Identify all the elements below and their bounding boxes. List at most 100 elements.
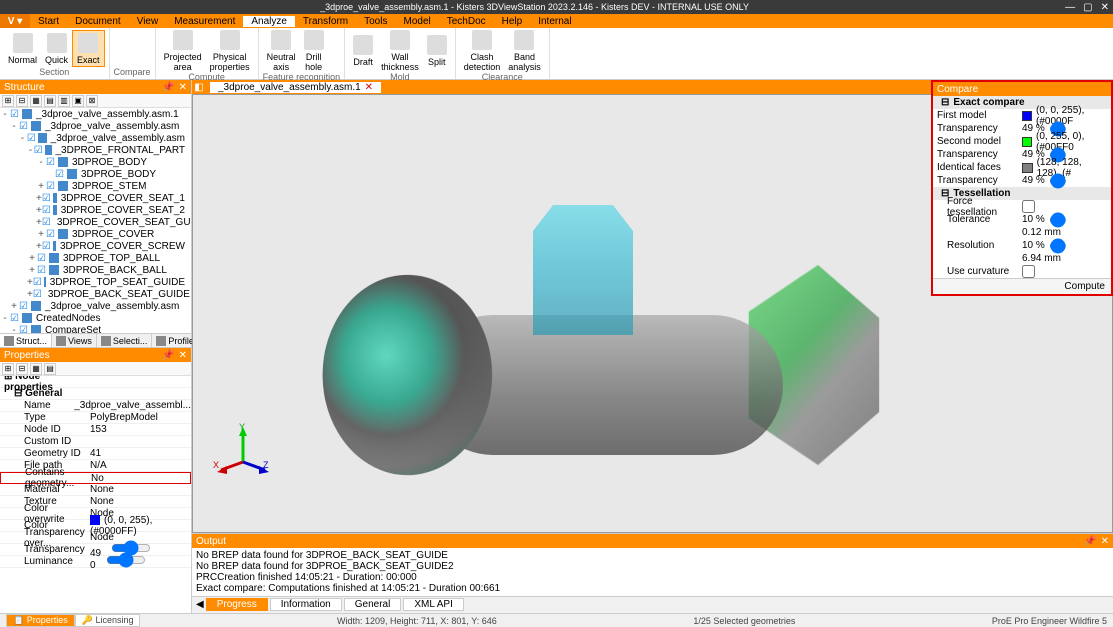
tree-node[interactable]: +3DPROE_COVER_SCREW: [0, 240, 191, 252]
output-tab-general[interactable]: General: [344, 598, 402, 611]
ribbon-draft[interactable]: Draft: [349, 30, 377, 72]
compute-button[interactable]: Compute: [933, 278, 1111, 294]
menu-analyze[interactable]: Analyze: [243, 16, 295, 27]
menu-model[interactable]: Model: [395, 16, 438, 27]
tess-resolution[interactable]: Resolution10 %: [933, 239, 1111, 252]
tool-icon-4[interactable]: ▤: [44, 95, 56, 107]
ribbon-neutral-axis[interactable]: Neutralaxis: [263, 30, 300, 72]
ribbon-drill-hole[interactable]: Drillhole: [300, 30, 328, 72]
axis-gizmo[interactable]: X Y Z: [213, 422, 263, 472]
close-button[interactable]: ✕: [1101, 2, 1109, 13]
structure-tab-struct[interactable]: Struct...: [0, 334, 52, 347]
compare-transparency[interactable]: Transparency49 %: [933, 174, 1111, 187]
tool-icon-5[interactable]: ▥: [58, 95, 70, 107]
ribbon-quick[interactable]: Quick: [41, 30, 72, 67]
structure-title: Structure: [4, 82, 45, 93]
structure-close-icon[interactable]: ✕: [179, 82, 187, 93]
tool-icon-7[interactable]: ⊠: [86, 95, 98, 107]
status-tab-properties[interactable]: 📋 Properties: [6, 614, 75, 627]
output-pin-icon[interactable]: 📌: [1084, 536, 1096, 547]
tree-node[interactable]: -3DPROE_BODY: [0, 156, 191, 168]
prop-geometry-id[interactable]: Geometry ID41: [0, 448, 191, 460]
output-tab-progress[interactable]: Progress: [206, 598, 268, 611]
prop-custom-id[interactable]: Custom ID: [0, 436, 191, 448]
structure-tab-views[interactable]: Views: [52, 334, 97, 347]
status-tab-licensing[interactable]: 🔑 Licensing: [75, 614, 141, 627]
tree-node[interactable]: +3DPROE_BACK_SEAT_GUIDE: [0, 288, 191, 300]
menu-view[interactable]: View: [129, 16, 167, 27]
tree-node[interactable]: -_3dproe_valve_assembly.asm.1: [0, 108, 191, 120]
viewport-tab-close-icon[interactable]: ✕: [365, 82, 373, 93]
output-close-icon[interactable]: ✕: [1101, 536, 1109, 547]
tree-node[interactable]: +_3dproe_valve_assembly.asm: [0, 300, 191, 312]
tree-node[interactable]: +3DPROE_COVER_SEAT_1: [0, 192, 191, 204]
tree-node[interactable]: +3DPROE_STEM: [0, 180, 191, 192]
prop-material[interactable]: MaterialNone: [0, 484, 191, 496]
viewport-tab[interactable]: _3dproe_valve_assembly.asm.1 ✕: [210, 82, 381, 93]
structure-tab-selecti[interactable]: Selecti...: [97, 334, 153, 347]
output-scroll-left-icon[interactable]: ◀: [196, 599, 204, 610]
app-logo[interactable]: V ▾: [0, 14, 30, 28]
tree-node[interactable]: 3DPROE_BODY: [0, 168, 191, 180]
tool-icon-6[interactable]: ▣: [72, 95, 84, 107]
tess-val[interactable]: 6.94 mm: [933, 252, 1111, 265]
menu-document[interactable]: Document: [67, 16, 129, 27]
menu-help[interactable]: Help: [494, 16, 531, 27]
minimize-button[interactable]: —: [1065, 2, 1075, 13]
ribbon-exact[interactable]: Exact: [72, 30, 105, 67]
ribbon-split[interactable]: Split: [423, 30, 451, 72]
output-tab-xml api[interactable]: XML API: [403, 598, 464, 611]
menu-transform[interactable]: Transform: [295, 16, 356, 27]
model-render: [243, 135, 883, 555]
tool-expand-icon[interactable]: ⊞: [2, 95, 14, 107]
statusbar-selection: 1/25 Selected geometries: [693, 616, 795, 626]
prop-tool-icon-3[interactable]: ▦: [30, 363, 42, 375]
tree-node[interactable]: +3DPROE_COVER: [0, 228, 191, 240]
tree-node[interactable]: +3DPROE_BACK_BALL: [0, 264, 191, 276]
menu-measurement[interactable]: Measurement: [166, 16, 243, 27]
structure-panel-header: Structure 📌 ✕: [0, 80, 191, 94]
ribbon-clash-detection[interactable]: Clashdetection: [460, 30, 505, 72]
prop-tool-icon-2[interactable]: ⊟: [16, 363, 28, 375]
ribbon-physical-properties[interactable]: Physicalproperties: [206, 30, 254, 72]
tool-icon-3[interactable]: ▦: [30, 95, 42, 107]
maximize-button[interactable]: ▢: [1083, 2, 1092, 13]
menu-start[interactable]: Start: [30, 16, 67, 27]
structure-pin-icon[interactable]: 📌: [162, 82, 174, 93]
tree-node[interactable]: -_3dproe_valve_assembly.asm: [0, 120, 191, 132]
prop-tool-icon-1[interactable]: ⊞: [2, 363, 14, 375]
tess-use-curvature[interactable]: Use curvature: [933, 265, 1111, 278]
status-bar: 📋 Properties🔑 Licensing Width: 1209, Hei…: [0, 613, 1113, 627]
output-tab-information[interactable]: Information: [270, 598, 342, 611]
tree-node[interactable]: -_3DPROE_FRONTAL_PART: [0, 144, 191, 156]
prop-luminance[interactable]: Luminance0: [0, 556, 191, 568]
output-text[interactable]: No BREP data found for 3DPROE_BACK_SEAT_…: [192, 548, 1113, 596]
properties-grid[interactable]: ⊞ Node properties⊟ GeneralName_3dproe_va…: [0, 376, 191, 613]
viewport-nav-icon[interactable]: ◧: [192, 82, 206, 93]
tool-collapse-icon[interactable]: ⊟: [16, 95, 28, 107]
ribbon-band-analysis[interactable]: Bandanalysis: [504, 30, 545, 72]
prop-contains-geometry-[interactable]: Contains geometry...No: [0, 472, 191, 484]
tree-node[interactable]: -_3dproe_valve_assembly.asm: [0, 132, 191, 144]
tree-node[interactable]: -CreatedNodes: [0, 312, 191, 324]
tree-node[interactable]: +3DPROE_TOP_SEAT_GUIDE: [0, 276, 191, 288]
tess-tolerance[interactable]: Tolerance10 %: [933, 213, 1111, 226]
statusbar-coords: Width: 1209, Height: 711, X: 801, Y: 646: [337, 616, 497, 626]
tree-node[interactable]: +3DPROE_TOP_BALL: [0, 252, 191, 264]
tree-node[interactable]: -CompareSet: [0, 324, 191, 333]
menu-techdoc[interactable]: TechDoc: [439, 16, 494, 27]
menu-tools[interactable]: Tools: [356, 16, 395, 27]
properties-pin-icon[interactable]: 📌: [162, 350, 174, 361]
prop-name[interactable]: Name_3dproe_valve_assembl...: [0, 400, 191, 412]
tree-node[interactable]: +3DPROE_COVER_SEAT_2: [0, 204, 191, 216]
ribbon-wall-thickness[interactable]: Wallthickness: [377, 30, 423, 72]
ribbon-projected-area[interactable]: Projectedarea: [160, 30, 206, 72]
ribbon-normal[interactable]: Normal: [4, 30, 41, 67]
properties-close-icon[interactable]: ✕: [179, 350, 187, 361]
structure-tree[interactable]: -_3dproe_valve_assembly.asm.1-_3dproe_va…: [0, 108, 191, 333]
prop-type[interactable]: TypePolyBrepModel: [0, 412, 191, 424]
menu-internal[interactable]: Internal: [530, 16, 579, 27]
prop-node-id[interactable]: Node ID153: [0, 424, 191, 436]
tree-node[interactable]: +3DPROE_COVER_SEAT_GUIDE: [0, 216, 191, 228]
prop-tool-icon-4[interactable]: ▤: [44, 363, 56, 375]
